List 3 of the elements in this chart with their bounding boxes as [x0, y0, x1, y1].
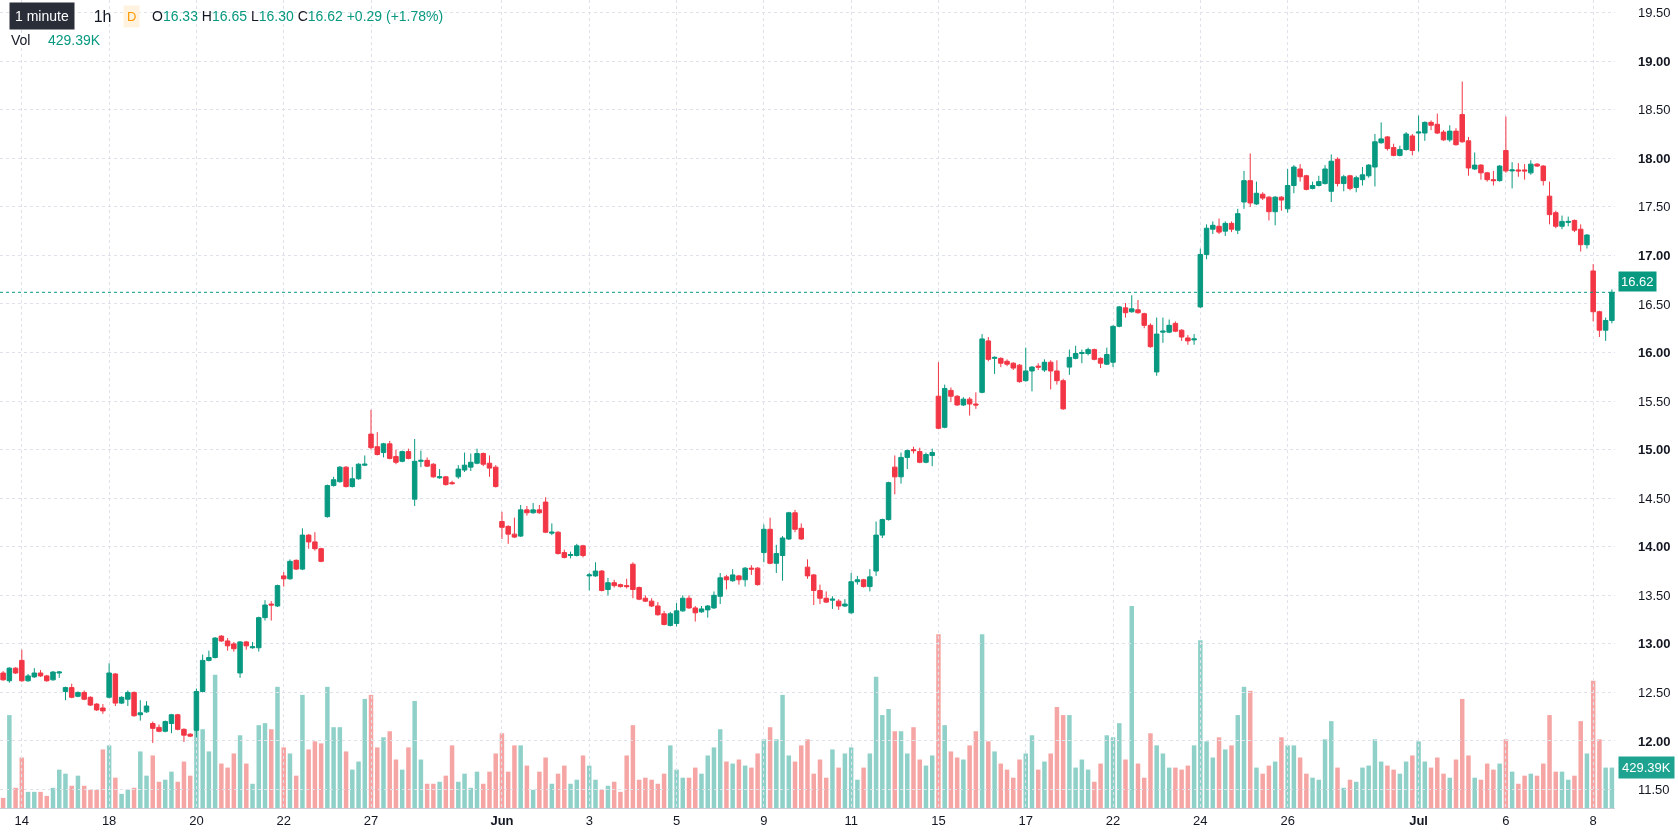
bar	[7, 715, 12, 808]
candlestick	[0, 670, 6, 682]
candlestick	[6, 666, 13, 684]
